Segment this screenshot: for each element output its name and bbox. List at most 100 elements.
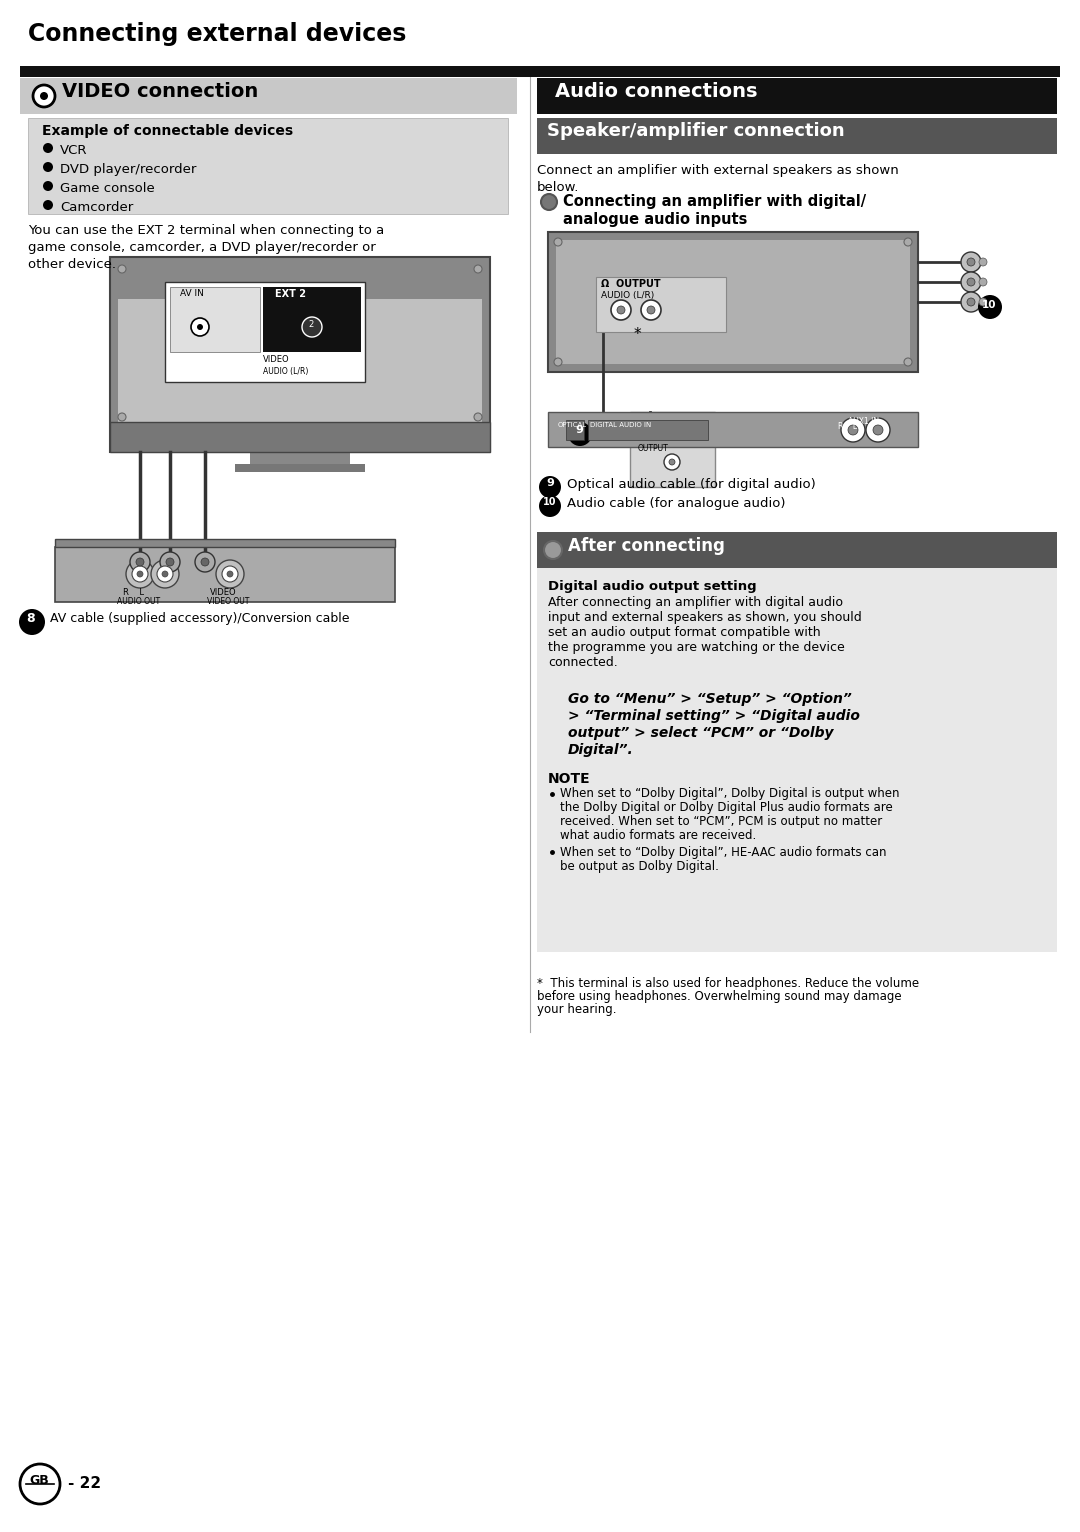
Circle shape — [201, 558, 210, 565]
Text: DVD player/recorder: DVD player/recorder — [60, 162, 197, 176]
Circle shape — [157, 565, 173, 582]
Bar — [630, 412, 715, 487]
Circle shape — [617, 306, 625, 314]
Text: Go to “Menu” > “Setup” > “Option”: Go to “Menu” > “Setup” > “Option” — [568, 692, 852, 706]
Bar — [110, 257, 490, 452]
Text: 10: 10 — [982, 300, 997, 309]
Bar — [537, 568, 1057, 951]
Bar — [55, 547, 395, 602]
Circle shape — [132, 565, 148, 582]
Text: before using headphones. Overwhelming sound may damage: before using headphones. Overwhelming so… — [537, 990, 902, 1003]
Text: Connecting an amplifier with digital/: Connecting an amplifier with digital/ — [563, 195, 866, 208]
Text: AV cable (supplied accessory)/Conversion cable: AV cable (supplied accessory)/Conversion… — [50, 611, 350, 625]
Text: You can use the EXT 2 terminal when connecting to a: You can use the EXT 2 terminal when conn… — [28, 224, 384, 237]
Bar — [548, 231, 918, 372]
Circle shape — [40, 92, 48, 100]
Text: - 22: - 22 — [68, 1475, 102, 1491]
Circle shape — [841, 418, 865, 443]
Bar — [264, 286, 361, 352]
Circle shape — [611, 300, 631, 320]
Text: OPTICAL: OPTICAL — [558, 421, 588, 427]
Circle shape — [866, 418, 890, 443]
Circle shape — [43, 181, 53, 192]
Text: EXT 2: EXT 2 — [275, 290, 306, 299]
Circle shape — [474, 265, 482, 273]
Circle shape — [848, 424, 858, 435]
Bar — [170, 286, 260, 352]
Text: 10: 10 — [543, 496, 556, 507]
Bar — [118, 299, 482, 444]
Circle shape — [197, 323, 203, 329]
Text: AUDIO OUT: AUDIO OUT — [117, 597, 160, 607]
Circle shape — [21, 1465, 60, 1504]
Text: Audio connections: Audio connections — [555, 83, 757, 101]
Text: AV IN: AV IN — [180, 290, 204, 299]
Text: AUDIO (L/R): AUDIO (L/R) — [264, 368, 309, 375]
Text: Optical audio cable (for digital audio): Optical audio cable (for digital audio) — [567, 478, 815, 490]
Circle shape — [118, 414, 126, 421]
Text: After connecting: After connecting — [568, 538, 725, 555]
Circle shape — [961, 273, 981, 293]
Circle shape — [669, 460, 675, 466]
Circle shape — [227, 571, 233, 578]
Bar — [537, 118, 1057, 155]
Text: the Dolby Digital or Dolby Digital Plus audio formats are: the Dolby Digital or Dolby Digital Plus … — [561, 801, 893, 813]
Text: below.: below. — [537, 181, 579, 195]
Circle shape — [664, 453, 680, 470]
Circle shape — [967, 257, 975, 267]
Circle shape — [544, 541, 562, 559]
Circle shape — [130, 552, 150, 571]
Text: Speaker/amplifier connection: Speaker/amplifier connection — [546, 123, 845, 139]
Text: DIGITAL: DIGITAL — [638, 421, 672, 430]
Bar — [165, 282, 365, 381]
Circle shape — [873, 424, 883, 435]
Circle shape — [166, 558, 174, 565]
Circle shape — [539, 476, 561, 498]
Bar — [537, 78, 1057, 113]
Text: other device.: other device. — [28, 257, 116, 271]
Text: Example of connectable devices: Example of connectable devices — [42, 124, 293, 138]
Text: *  This terminal is also used for headphones. Reduce the volume: * This terminal is also used for headpho… — [537, 977, 919, 990]
Circle shape — [43, 162, 53, 172]
Text: When set to “Dolby Digital”, HE-AAC audio formats can: When set to “Dolby Digital”, HE-AAC audi… — [561, 846, 887, 859]
Bar — [596, 277, 726, 332]
Text: NOTE: NOTE — [548, 772, 591, 786]
Circle shape — [967, 299, 975, 306]
Circle shape — [568, 421, 592, 446]
Circle shape — [647, 306, 654, 314]
Text: your hearing.: your hearing. — [537, 1003, 617, 1016]
Text: game console, camcorder, a DVD player/recorder or: game console, camcorder, a DVD player/re… — [28, 241, 376, 254]
Circle shape — [136, 558, 144, 565]
Text: set an audio output format compatible with: set an audio output format compatible wi… — [548, 627, 821, 639]
Text: 9: 9 — [575, 424, 583, 435]
Circle shape — [904, 237, 912, 247]
Circle shape — [541, 195, 557, 210]
Circle shape — [554, 358, 562, 366]
Text: OUTPUT: OUTPUT — [638, 444, 669, 453]
Circle shape — [191, 319, 210, 336]
Circle shape — [162, 571, 168, 578]
Bar — [566, 420, 584, 440]
Circle shape — [978, 299, 987, 306]
Text: VIDEO OUT: VIDEO OUT — [207, 597, 249, 607]
Circle shape — [137, 571, 143, 578]
Text: > “Terminal setting” > “Digital audio: > “Terminal setting” > “Digital audio — [568, 709, 860, 723]
Text: Connect an amplifier with external speakers as shown: Connect an amplifier with external speak… — [537, 164, 899, 178]
Text: input and external speakers as shown, you should: input and external speakers as shown, yo… — [548, 611, 862, 624]
Text: VIDEO connection: VIDEO connection — [62, 83, 258, 101]
Text: Digital audio output setting: Digital audio output setting — [548, 581, 757, 593]
Text: Connecting external devices: Connecting external devices — [28, 21, 406, 46]
Text: be output as Dolby Digital.: be output as Dolby Digital. — [561, 859, 719, 873]
Circle shape — [126, 561, 154, 588]
Text: When set to “Dolby Digital”, Dolby Digital is output when: When set to “Dolby Digital”, Dolby Digit… — [561, 787, 900, 800]
Text: 9: 9 — [546, 478, 554, 489]
Text: Camcorder: Camcorder — [60, 201, 133, 214]
Text: output” > select “PCM” or “Dolby: output” > select “PCM” or “Dolby — [568, 726, 834, 740]
Circle shape — [961, 251, 981, 273]
Text: AUDIO (L/R): AUDIO (L/R) — [600, 291, 654, 300]
Circle shape — [978, 277, 987, 286]
Text: AUDIO: AUDIO — [638, 434, 663, 443]
Text: Audio cable (for analogue audio): Audio cable (for analogue audio) — [567, 496, 785, 510]
Bar — [556, 241, 910, 365]
Circle shape — [43, 142, 53, 153]
